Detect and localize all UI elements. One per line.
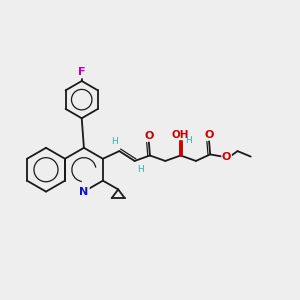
Text: H: H xyxy=(112,137,118,146)
Text: O: O xyxy=(204,130,214,140)
Text: F: F xyxy=(78,67,85,77)
Text: N: N xyxy=(79,187,88,196)
Text: H: H xyxy=(137,165,143,174)
Text: O: O xyxy=(144,131,154,141)
Text: H: H xyxy=(185,136,192,145)
Text: OH: OH xyxy=(172,130,189,140)
Text: O: O xyxy=(222,152,231,162)
